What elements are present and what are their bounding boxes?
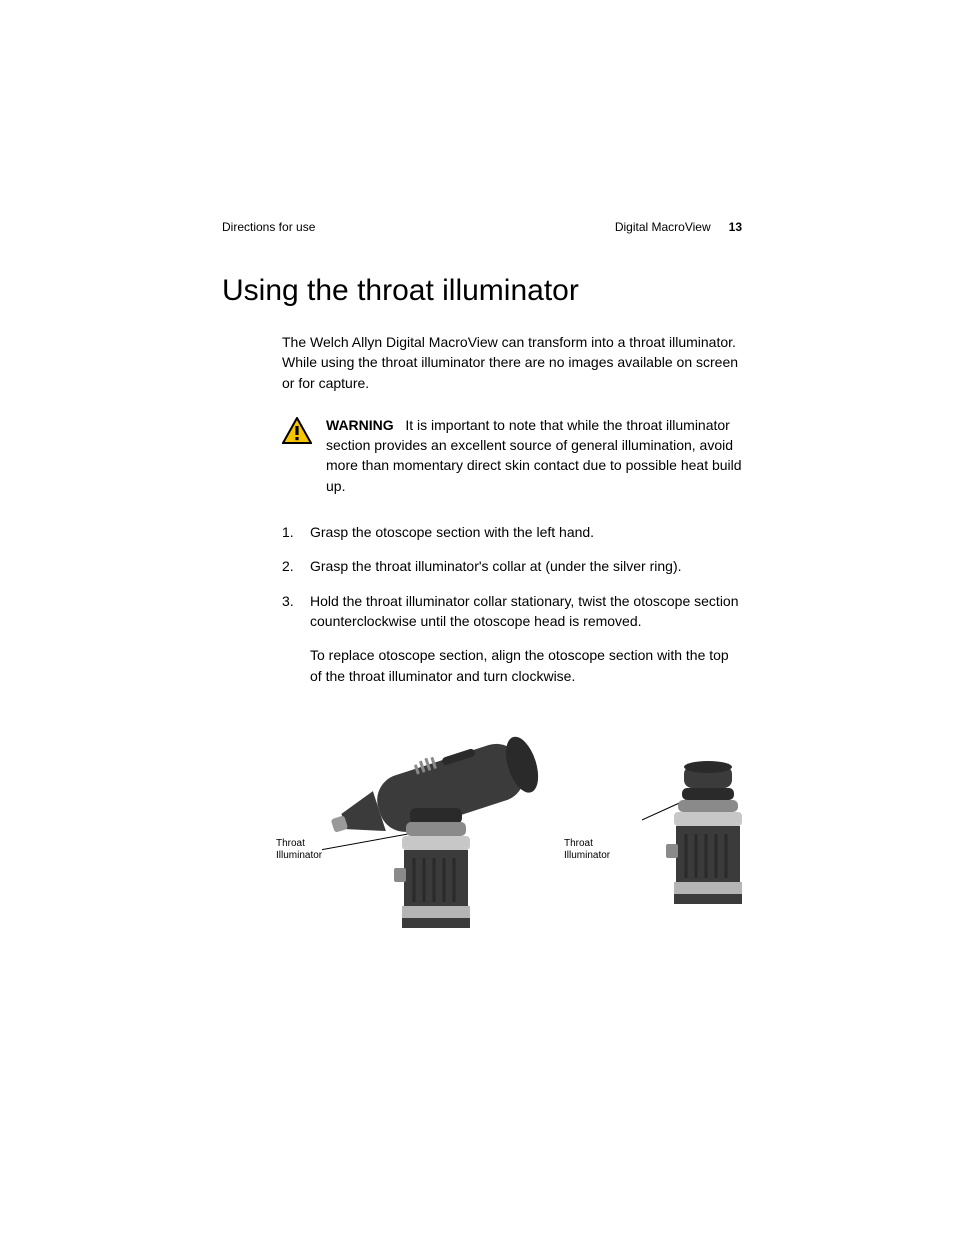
warning-label: WARNING: [326, 417, 394, 433]
figure: Throat Illuminator Throat Illuminator: [282, 710, 742, 970]
step-item: Grasp the throat illuminator's collar at…: [282, 556, 742, 576]
followup-paragraph: To replace otoscope section, align the o…: [310, 645, 742, 686]
step-item: Hold the throat illuminator collar stati…: [282, 591, 742, 686]
steps-list: Grasp the otoscope section with the left…: [282, 522, 742, 686]
warning-text: WARNING It is important to note that whi…: [326, 415, 742, 496]
page-number: 13: [729, 220, 742, 234]
header-title: Digital MacroView: [615, 220, 711, 234]
callout-right: Throat Illuminator: [564, 838, 610, 862]
device-illuminator-illustration: [642, 760, 762, 950]
device-full-illustration: [322, 710, 572, 940]
page-title: Using the throat illuminator: [222, 274, 742, 308]
header-left: Directions for use: [222, 220, 315, 234]
warning-block: WARNING It is important to note that whi…: [282, 415, 742, 496]
intro-paragraph: The Welch Allyn Digital MacroView can tr…: [282, 332, 742, 393]
warning-icon: [282, 417, 312, 496]
step-item: Grasp the otoscope section with the left…: [282, 522, 742, 542]
running-header: Directions for use Digital MacroView 13: [222, 220, 742, 234]
callout-left: Throat Illuminator: [276, 838, 322, 862]
